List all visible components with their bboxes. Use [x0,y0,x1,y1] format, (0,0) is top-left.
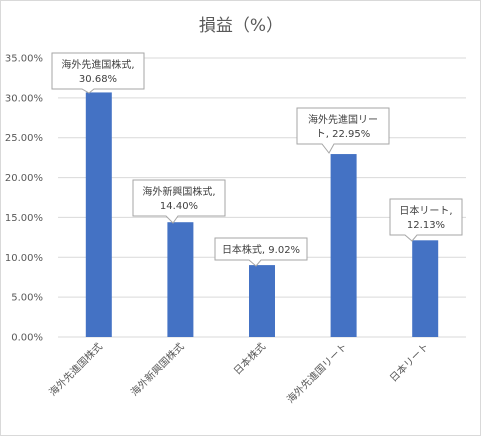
data-label-callout: 日本株式, 9.02% [214,237,308,267]
y-tick-label: 5.00% [11,293,43,304]
y-tick-label: 35.00% [5,54,43,65]
data-label-callout: 日本リート, 12.13% [389,198,463,242]
y-tick-label: 20.00% [5,173,43,184]
y-tick-label: 15.00% [5,213,43,224]
y-tick-label: 25.00% [5,133,43,144]
x-tick-label: 海外先進国株式 [46,340,105,399]
y-tick-label: 30.00% [5,93,43,104]
bars [85,92,439,337]
bar [85,92,112,337]
data-label-callout: 海外先進国株式, 30.68% [51,52,145,94]
data-label-callout: 海外新興国株式, 14.40% [132,179,226,224]
x-axis-tick-labels: 海外先進国株式 海外新興国株式 日本株式 海外先進国リート 日本リート [46,340,431,406]
x-tick-label: 日本リート [387,340,432,385]
data-label: 14.40% [160,201,198,212]
callout-box [214,237,308,267]
bar [167,222,194,337]
y-tick-label: 10.00% [5,253,43,264]
data-label: 海外先進国株式, [61,58,134,71]
x-tick-label: 海外先進国リート [284,340,350,406]
chart-title: 損益（%） [199,16,283,36]
data-label: ト, 22.95% [316,129,371,140]
callout-box [296,107,390,154]
data-label: 30.68% [79,74,117,85]
bar [412,240,439,337]
data-label: 日本株式, 9.02% [222,243,300,256]
data-label: 日本リート, [399,204,452,217]
data-label: 12.13% [407,220,445,231]
x-tick-label: 日本株式 [231,340,268,377]
callout-box [389,198,463,242]
y-tick-label: 0.00% [11,333,43,344]
data-label-callout: 海外先進国リート, 22.95% [296,107,390,154]
bar [330,154,357,337]
data-label: 海外先進国リー [308,113,378,126]
bar [249,265,275,337]
data-label: 海外新興国株式, [142,185,215,198]
y-axis-tick-labels: 0.00% 5.00% 10.00% 15.00% 20.00% 25.00% 30.00%… [5,54,43,344]
data-label-callouts: 海外先進国株式, 30.68% 海外新興国株式, 14.40% 日本株式, 9.02% 海… [51,52,463,267]
callout-box [51,52,145,94]
x-tick-label: 海外新興国株式 [128,340,187,399]
callout-box [132,179,226,224]
